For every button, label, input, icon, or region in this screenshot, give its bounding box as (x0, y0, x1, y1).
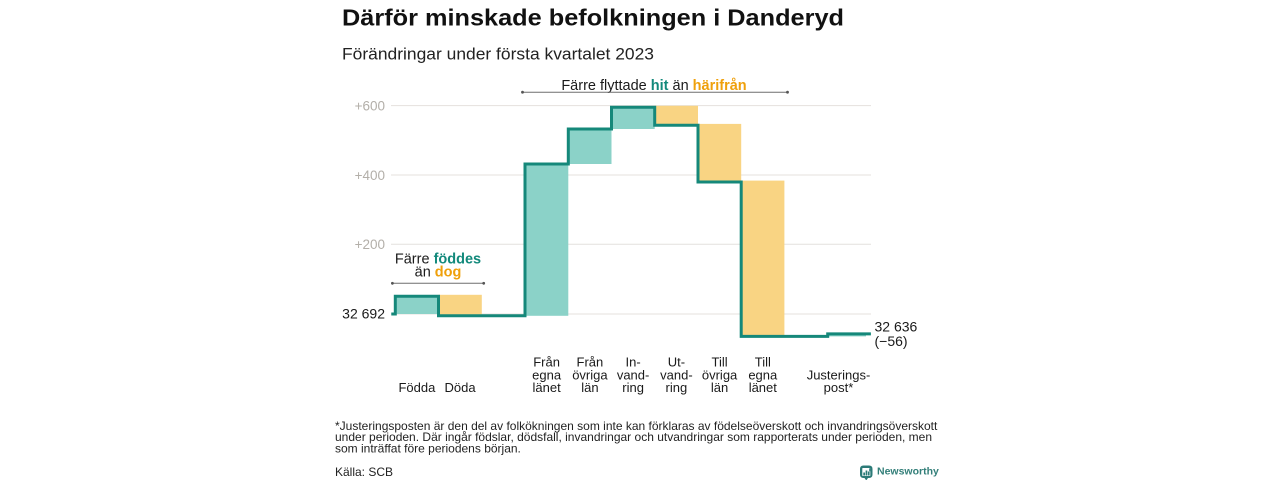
svg-text:Döda: Döda (445, 380, 477, 395)
svg-text:*Justeringsposten är den del a: *Justeringsposten är den del av folkökni… (335, 419, 938, 433)
svg-text:än dog: än dog (415, 265, 462, 281)
svg-text:under perioden. Där ingår föds: under perioden. Där ingår födslar, dödsf… (335, 430, 932, 444)
svg-text:Därför minskade befolkningen i: Därför minskade befolkningen i Danderyd (342, 4, 844, 30)
svg-text:Födda: Födda (398, 380, 436, 395)
svg-text:Källa: SCB: Källa: SCB (335, 465, 393, 479)
svg-text:Förändringar under första kvar: Förändringar under första kvartalet 2023 (342, 44, 654, 63)
svg-text:32 692: 32 692 (342, 305, 385, 321)
svg-text:som inträffat före periodens b: som inträffat före periodens början. (335, 441, 521, 455)
svg-text:Newsworthy: Newsworthy (877, 465, 939, 477)
svg-text:32 636: 32 636 (875, 319, 918, 335)
svg-text:+600: +600 (355, 99, 385, 114)
svg-text:(−56): (−56) (875, 333, 908, 349)
svg-text:In-vand-ring: In-vand-ring (617, 355, 650, 395)
svg-text:+400: +400 (355, 168, 385, 183)
svg-text:Färre flyttade hit än härifrån: Färre flyttade hit än härifrån (561, 78, 746, 94)
svg-text:Färre föddes: Färre föddes (395, 252, 481, 268)
svg-text:+200: +200 (355, 237, 385, 252)
